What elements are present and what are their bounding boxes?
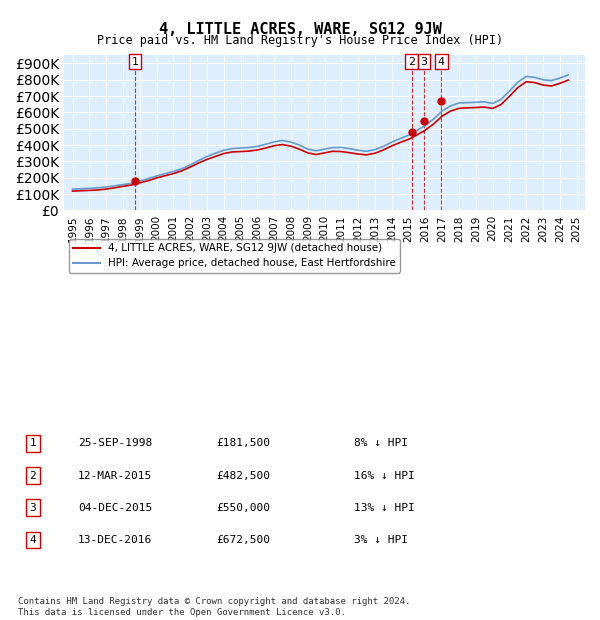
Text: £672,500: £672,500 [216,535,270,545]
Text: 4: 4 [29,535,37,545]
Text: £181,500: £181,500 [216,438,270,448]
Text: 13% ↓ HPI: 13% ↓ HPI [354,503,415,513]
Text: 2: 2 [29,471,37,480]
Text: Contains HM Land Registry data © Crown copyright and database right 2024.: Contains HM Land Registry data © Crown c… [18,597,410,606]
Text: 3% ↓ HPI: 3% ↓ HPI [354,535,408,545]
Legend: 4, LITTLE ACRES, WARE, SG12 9JW (detached house), HPI: Average price, detached h: 4, LITTLE ACRES, WARE, SG12 9JW (detache… [70,239,400,273]
Text: 3: 3 [29,503,37,513]
Text: 8% ↓ HPI: 8% ↓ HPI [354,438,408,448]
Text: 4, LITTLE ACRES, WARE, SG12 9JW: 4, LITTLE ACRES, WARE, SG12 9JW [158,22,442,37]
Text: 13-DEC-2016: 13-DEC-2016 [78,535,152,545]
Text: 25-SEP-1998: 25-SEP-1998 [78,438,152,448]
Text: 12-MAR-2015: 12-MAR-2015 [78,471,152,480]
Text: 2: 2 [408,56,415,66]
Text: This data is licensed under the Open Government Licence v3.0.: This data is licensed under the Open Gov… [18,608,346,617]
Text: 4: 4 [438,56,445,66]
Text: Price paid vs. HM Land Registry's House Price Index (HPI): Price paid vs. HM Land Registry's House … [97,34,503,47]
Text: 3: 3 [421,56,428,66]
Text: 1: 1 [29,438,37,448]
Text: 16% ↓ HPI: 16% ↓ HPI [354,471,415,480]
Text: £482,500: £482,500 [216,471,270,480]
Text: 04-DEC-2015: 04-DEC-2015 [78,503,152,513]
Text: £550,000: £550,000 [216,503,270,513]
Text: 1: 1 [131,56,139,66]
